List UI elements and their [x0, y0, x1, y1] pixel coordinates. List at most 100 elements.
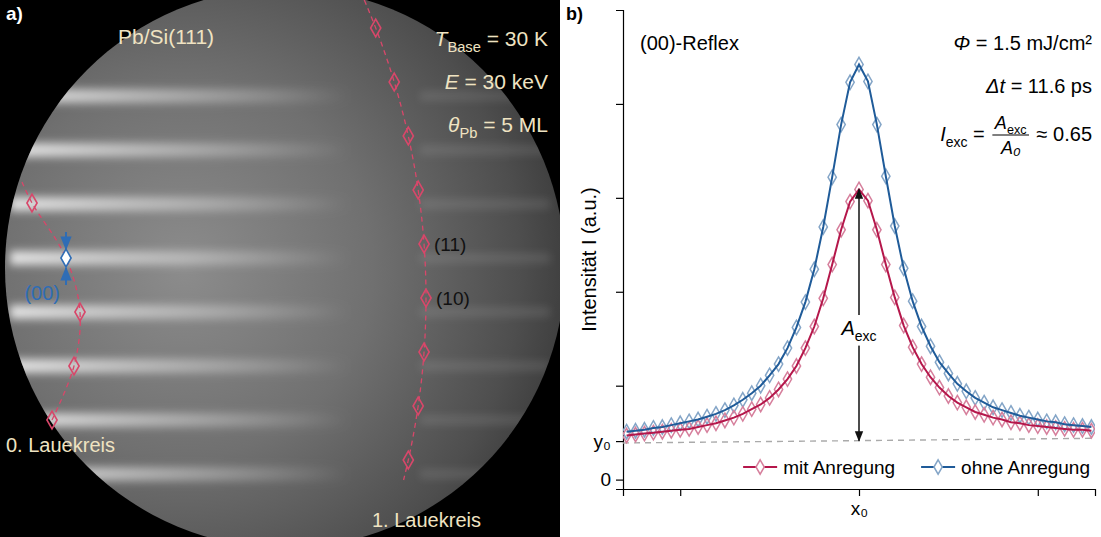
streak — [420, 469, 550, 479]
label: E = 30 keV — [445, 70, 548, 93]
reflex-marker — [371, 19, 381, 37]
label: Pb/Si(111) — [118, 25, 214, 48]
tick-mark — [616, 441, 623, 442]
streak — [10, 467, 350, 481]
text-part: A — [994, 113, 1007, 133]
tick-mark — [1038, 489, 1039, 496]
reflex-00 — [61, 249, 71, 267]
streak — [10, 413, 350, 427]
axis-line — [616, 11, 624, 490]
text-part: ohne Anregung — [961, 457, 1090, 478]
text-part: Φ — [954, 32, 971, 54]
text-part: = 30 K — [481, 27, 548, 50]
laue-circle-1 — [364, 0, 426, 480]
legend-marker — [934, 460, 942, 474]
tick — [680, 489, 681, 496]
fraction-bar — [992, 134, 1029, 135]
label: Aexc — [840, 317, 876, 344]
text-part: mit Anregung — [783, 457, 895, 478]
tick: x₀ — [851, 489, 868, 519]
reflex-marker — [419, 343, 429, 361]
label: 0. Lauekreis — [6, 434, 115, 456]
tick: y₀ — [594, 431, 623, 452]
streak — [420, 415, 550, 425]
text-part: (00) — [24, 282, 60, 304]
text-part: E — [445, 70, 460, 93]
streak — [420, 199, 550, 209]
text-part: = — [968, 123, 991, 145]
label: TBase = 30 K — [435, 27, 548, 55]
tick-mark — [616, 104, 623, 105]
text-part: exc — [946, 134, 968, 150]
label: ≈ 0.65 — [1031, 123, 1092, 145]
reflex-marker — [413, 181, 423, 199]
text-part: Intensität I (a.u.) — [578, 187, 600, 332]
tick-label: x₀ — [851, 498, 868, 519]
label: Iexc = — [940, 123, 990, 150]
streak — [10, 305, 350, 319]
label: (10) — [436, 288, 470, 309]
label: (00) — [24, 282, 60, 304]
legend-marker — [756, 460, 764, 474]
label: A₀ — [1000, 138, 1021, 158]
panel-a: a) Pb/Si(111) TBase = 30 K E = 30 keV θPb = … — [0, 0, 565, 537]
streaks — [10, 89, 550, 481]
text-part: Δt — [985, 75, 1006, 97]
text-part: 1. Lauekreis — [372, 509, 481, 531]
legend: mit Anregung ohne Anregung — [743, 457, 1090, 478]
text-part: (10) — [436, 288, 470, 309]
tick — [1038, 489, 1039, 496]
reflex-marker — [403, 451, 413, 469]
tick-mark — [680, 489, 681, 496]
markers — [623, 182, 1095, 442]
label: mit Anregung — [783, 457, 895, 478]
tick — [616, 292, 623, 293]
streak — [10, 197, 350, 211]
label: (11) — [434, 234, 466, 255]
text-part: A — [840, 317, 854, 339]
reflex-marker — [47, 411, 57, 429]
arrow — [65, 268, 67, 285]
laue-circle-0 — [22, 182, 80, 420]
label-background — [837, 315, 879, 346]
label: a) — [6, 3, 23, 24]
rheed-image — [5, 0, 560, 537]
streak — [10, 89, 350, 103]
label: ohne Anregung — [961, 457, 1090, 478]
text-part: = 1.5 mJ/cm² — [970, 32, 1092, 54]
reflex-marker — [27, 194, 37, 212]
streak — [10, 143, 350, 157]
text-part: a) — [6, 3, 23, 24]
text-part: ≈ 0.65 — [1031, 123, 1092, 145]
tick-label: y₀ — [594, 431, 611, 452]
streak — [420, 145, 550, 155]
tick-label: 0 — [600, 469, 611, 490]
reflex-marker — [403, 127, 413, 145]
arrow — [65, 232, 67, 249]
label: (00)-Reflex — [640, 32, 739, 54]
text-part: exc — [855, 328, 877, 344]
label: θPb = 5 ML — [448, 113, 548, 141]
legend-item: ohne Anregung — [921, 457, 1090, 478]
tick: 0 — [600, 469, 623, 490]
text-part: = 11.6 ps — [1005, 75, 1092, 97]
tick — [616, 104, 623, 105]
text-part: = 30 keV — [459, 70, 548, 93]
tick-mark — [616, 386, 623, 387]
text-part: (11) — [434, 234, 466, 255]
tick-mark — [616, 292, 623, 293]
screen — [5, 0, 560, 537]
amplitude-label: Aexc — [837, 315, 879, 346]
text-part: 0. Lauekreis — [6, 434, 115, 456]
ratio: Iexc = AexcA₀ ≈ 0.65 — [940, 113, 1092, 158]
reflex-marker — [69, 357, 79, 375]
label: Intensität I (a.u.) — [578, 187, 600, 332]
x-axis: x₀ — [624, 489, 1096, 519]
label: Aexc — [994, 113, 1027, 137]
label: 1. Lauekreis — [372, 509, 481, 531]
tick — [616, 386, 623, 387]
tick-mark — [859, 489, 860, 496]
text-part: Pb/Si(111) — [118, 25, 214, 48]
reflex-marker — [421, 289, 431, 307]
tick-mark — [616, 480, 623, 481]
